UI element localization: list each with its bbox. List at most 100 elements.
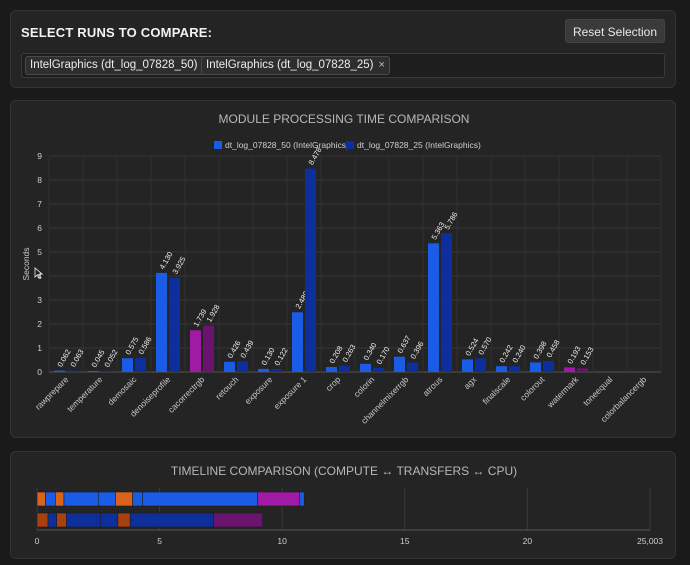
timeline-tick-label: 15 — [400, 536, 410, 546]
x-tick-label: colorin — [352, 374, 377, 399]
legend-label-50: dt_log_07828_50 (IntelGraphics) — [225, 140, 349, 150]
y-tick-label: 1 — [37, 343, 42, 353]
timeline-segment — [97, 491, 116, 507]
x-tick-label: exposure — [243, 374, 275, 406]
x-tick-label: colorout — [518, 374, 547, 403]
bar-atrous-series-2 — [441, 233, 452, 372]
timeline-segment — [142, 491, 258, 507]
bar-watermark-series-2 — [577, 368, 588, 372]
bar-crop-series-1 — [326, 367, 337, 372]
legend-swatch-25 — [346, 141, 354, 149]
timeline-segment — [36, 491, 46, 507]
remove-chip-icon[interactable]: × — [378, 59, 385, 71]
y-tick-label: 9 — [37, 151, 42, 161]
bar-colorout-series-2 — [543, 361, 554, 372]
bar-agx-series-2 — [475, 358, 486, 372]
timeline-tick-label: 5 — [157, 536, 162, 546]
run-chip-50: IntelGraphics (dt_log_07828_50)× — [25, 56, 214, 75]
chart-legend[interactable]: dt_log_07828_50 (IntelGraphics) dt_log_0… — [214, 140, 481, 150]
y-tick-label: 5 — [37, 247, 42, 257]
bar-rawprepare-series-1 — [54, 370, 65, 372]
run-chip-25: IntelGraphics (dt_log_07828_25) × — [201, 56, 390, 75]
timeline-segment — [47, 512, 57, 528]
y-tick-label: 3 — [37, 295, 42, 305]
bar-denoiseprofile-series-2 — [169, 277, 180, 372]
timeline-segment — [213, 512, 263, 528]
timeline-chart-panel: TIMELINE COMPARISON (COMPUTE ↔ TRANSFERS… — [10, 451, 676, 559]
x-tick-label: cacorrectrgb — [166, 374, 207, 415]
timeline-segment — [36, 512, 49, 528]
bar-retouch-series-1 — [224, 361, 235, 372]
mouse-cursor-icon — [34, 267, 44, 279]
legend-label-25: dt_log_07828_25 (IntelGraphics) — [357, 140, 481, 150]
y-tick-label: 8 — [37, 175, 42, 185]
timeline-segment — [63, 491, 99, 507]
timeline-chart: TIMELINE COMPARISON (COMPUTE ↔ TRANSFERS… — [35, 464, 664, 546]
x-tick-label: finalscale — [480, 374, 512, 406]
timeline-tick-label: 25,003 — [637, 536, 663, 546]
timeline-segment — [55, 491, 65, 507]
legend-swatch-50 — [214, 141, 222, 149]
bar-exposure-series-1 — [258, 368, 269, 372]
bar-colorout-series-1 — [530, 362, 541, 372]
bar-exposure 1-series-2 — [305, 168, 316, 372]
x-tick-label: crop — [324, 374, 343, 393]
bar-finalscale-series-2 — [509, 366, 520, 372]
bar-exposure 1-series-1 — [292, 312, 303, 372]
y-tick-label: 7 — [37, 199, 42, 209]
module-time-chart-panel: MODULE PROCESSING TIME COMPARISON dt_log… — [10, 100, 676, 438]
run-chip-label: IntelGraphics (dt_log_07828_50) — [30, 59, 198, 71]
bar-rawprepare-series-2 — [67, 370, 78, 372]
timeline-segment — [56, 512, 67, 528]
reset-selection-button[interactable]: Reset Selection — [564, 19, 665, 43]
bar-agx-series-1 — [462, 359, 473, 372]
run-multiselect[interactable]: IntelGraphics (dt_log_07828_50)× IntelGr… — [21, 53, 665, 78]
timeline-title: TIMELINE COMPARISON (COMPUTE ↔ TRANSFERS… — [171, 464, 517, 478]
x-tick-label: toneequal — [581, 374, 615, 408]
timeline-segment — [45, 491, 56, 507]
bar-channelmixerrgb-series-2 — [407, 362, 418, 372]
bar-demosaic-series-1 — [122, 358, 133, 372]
run-chip-label: IntelGraphics (dt_log_07828_25) — [206, 59, 374, 71]
module-time-chart: MODULE PROCESSING TIME COMPARISON dt_log… — [21, 112, 662, 426]
y-tick-label: 0 — [37, 367, 42, 377]
timeline-segment — [132, 491, 143, 507]
bar-exposure-series-2 — [271, 369, 282, 372]
bar-crop-series-2 — [339, 365, 350, 372]
x-tick-label: exposure 1 — [272, 374, 309, 411]
bar-denoiseprofile-series-1 — [156, 272, 167, 372]
y-tick-label: 2 — [37, 319, 42, 329]
timeline-segment — [117, 512, 131, 528]
x-tick-label: agx — [462, 374, 479, 391]
bar-temperature-series-1 — [88, 370, 99, 372]
chart-title: MODULE PROCESSING TIME COMPARISON — [219, 112, 470, 126]
timeline-tick-label: 0 — [35, 536, 40, 546]
y-tick-label: 6 — [37, 223, 42, 233]
timeline-segment — [299, 491, 305, 507]
bar-retouch-series-2 — [237, 361, 248, 372]
x-tick-label: temperature — [65, 374, 105, 414]
bar-cacorrectrgb-series-1 — [190, 330, 201, 372]
bar-channelmixerrgb-series-1 — [394, 356, 405, 372]
timeline-segment — [115, 491, 133, 507]
y-axis-label: Seconds — [21, 247, 31, 280]
timeline-segment — [66, 512, 102, 528]
select-runs-title: SELECT RUNS TO COMPARE: — [21, 25, 213, 40]
bar-demosaic-series-2 — [135, 357, 146, 372]
timeline-segment — [100, 512, 119, 528]
bar-colorin-series-2 — [373, 367, 384, 372]
x-tick-label: demosaic — [106, 374, 139, 407]
timeline-tick-label: 10 — [277, 536, 287, 546]
bar-value-label: 0.524 — [463, 337, 480, 358]
timeline-segment — [129, 512, 214, 528]
y-tick-label: 4 — [37, 271, 42, 281]
bar-atrous-series-1 — [428, 243, 439, 372]
run-selection-panel: SELECT RUNS TO COMPARE: Reset Selection … — [10, 10, 676, 88]
timeline-tick-label: 20 — [523, 536, 533, 546]
x-tick-label: retouch — [213, 374, 240, 401]
bar-finalscale-series-1 — [496, 366, 507, 372]
bar-colorin-series-1 — [360, 363, 371, 372]
bar-watermark-series-1 — [564, 367, 575, 372]
timeline-segment — [257, 491, 300, 507]
x-tick-label: watermark — [545, 374, 581, 410]
